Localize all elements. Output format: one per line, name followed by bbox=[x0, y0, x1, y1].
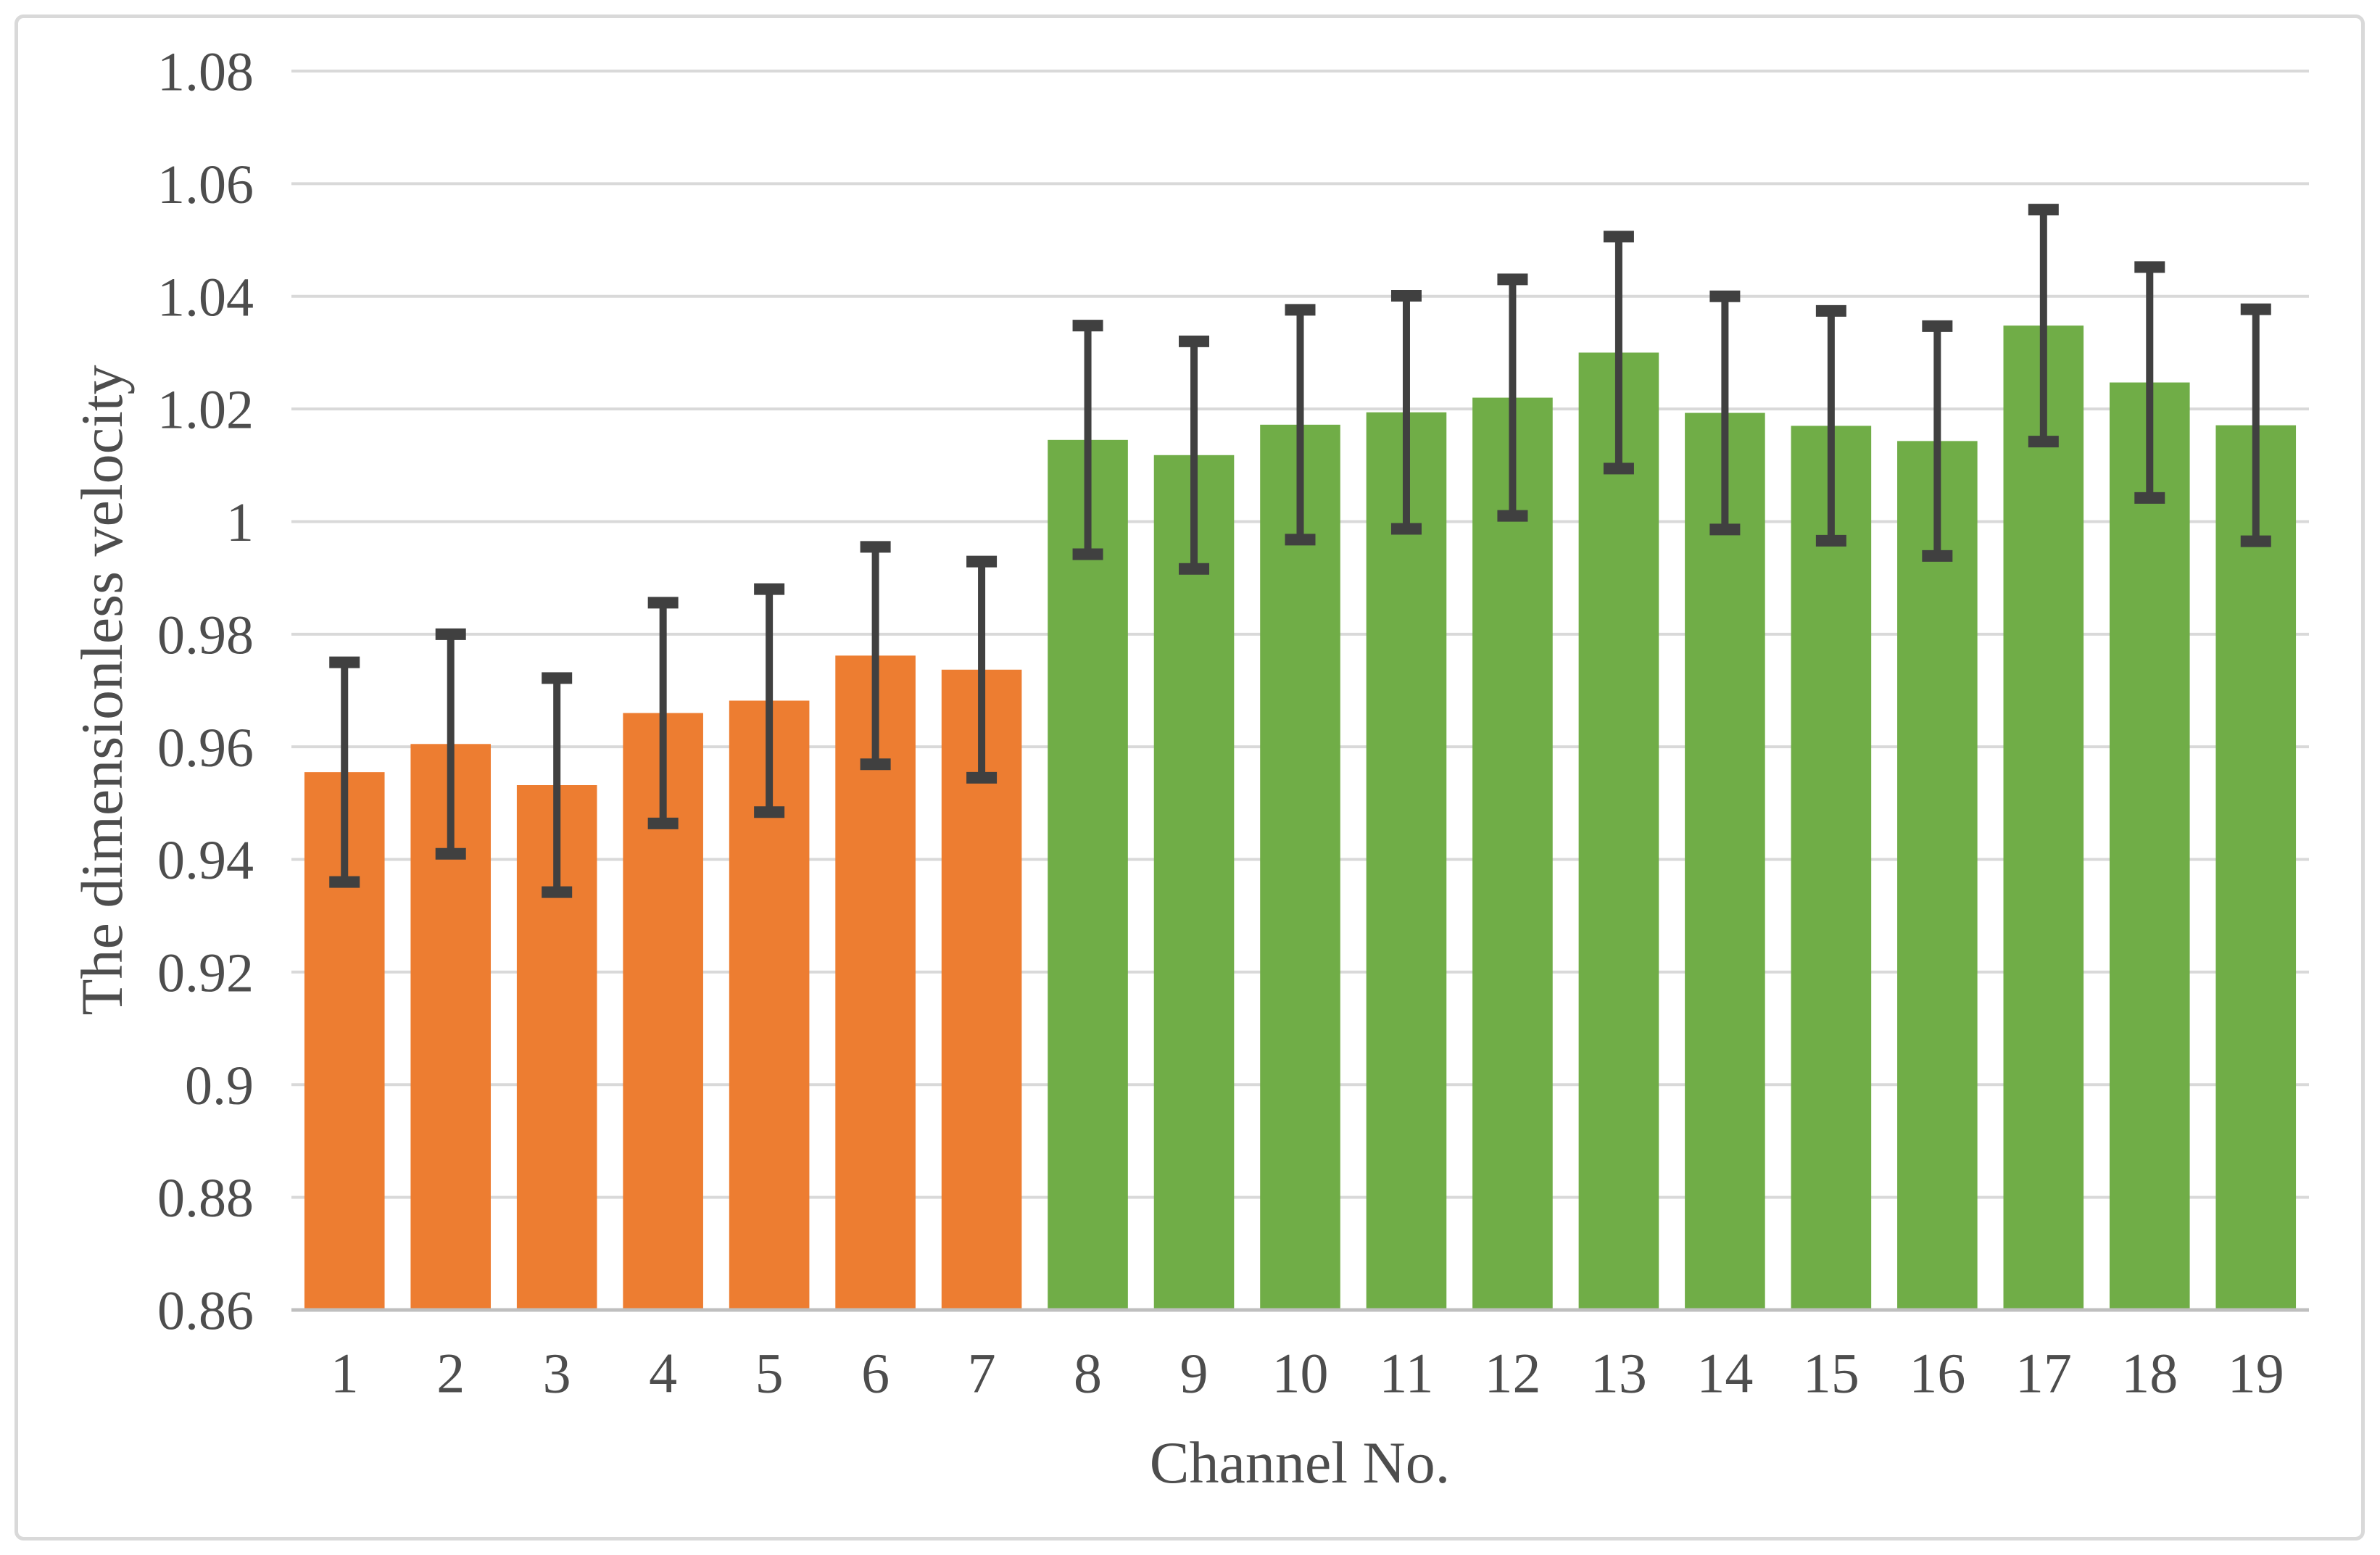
x-category-label-13: 13 bbox=[1591, 1341, 1647, 1404]
x-category-label-9: 9 bbox=[1180, 1341, 1208, 1404]
bar-channel-10 bbox=[1260, 424, 1340, 1310]
error-bar-channel-12 bbox=[1497, 273, 1528, 522]
y-axis-title: The dimensionless velocity bbox=[69, 365, 135, 1015]
error-bar-channel-13 bbox=[1603, 231, 1634, 475]
y-tick-labels-layer: 1.08 1.06 1.04 1.02 1 0.98 0.96 0.94 0.92 0.9 0.88… bbox=[157, 42, 254, 1342]
x-category-label-16: 16 bbox=[1909, 1341, 1965, 1404]
x-category-label-4: 4 bbox=[649, 1341, 677, 1404]
x-category-label-2: 2 bbox=[436, 1341, 465, 1404]
x-category-label-7: 7 bbox=[968, 1341, 996, 1404]
error-bar-channel-3 bbox=[542, 672, 573, 898]
bar-channel-12 bbox=[1472, 397, 1553, 1310]
y-tick-label-0.98: 0.98 bbox=[157, 605, 254, 665]
error-bar-channel-16 bbox=[1922, 320, 1953, 562]
x-category-label-14: 14 bbox=[1696, 1341, 1753, 1404]
x-category-label-17: 17 bbox=[2015, 1341, 2072, 1404]
x-category-labels-layer: 1 2 3 4 5 6 7 8 9 10 11 12 13 14 15 16 17 18 19 bbox=[331, 1341, 2284, 1404]
y-tick-label-1.06: 1.06 bbox=[157, 154, 254, 215]
x-category-label-19: 19 bbox=[2228, 1341, 2284, 1404]
x-category-label-1: 1 bbox=[331, 1341, 359, 1404]
error-bar-channel-6 bbox=[860, 541, 891, 771]
x-category-label-15: 15 bbox=[1803, 1341, 1859, 1404]
bar-channel-18 bbox=[2109, 382, 2190, 1310]
error-bar-channel-14 bbox=[1709, 290, 1741, 536]
error-bar-channel-5 bbox=[754, 583, 785, 818]
bar-channel-19 bbox=[2215, 425, 2297, 1310]
bar-channel-17 bbox=[2003, 325, 2084, 1310]
y-tick-label-1: 1 bbox=[226, 492, 254, 553]
y-tick-label-1.02: 1.02 bbox=[157, 380, 254, 441]
x-category-label-5: 5 bbox=[755, 1341, 784, 1404]
bar-channel-13 bbox=[1578, 352, 1659, 1311]
y-tick-label-1.04: 1.04 bbox=[157, 267, 254, 328]
error-bar-channel-17 bbox=[2028, 204, 2059, 448]
bar-channel-14 bbox=[1685, 412, 1765, 1311]
error-bar-channel-8 bbox=[1072, 320, 1103, 560]
error-bar-channel-18 bbox=[2134, 261, 2165, 504]
error-bar-channel-9 bbox=[1179, 335, 1210, 575]
bar-channel-8 bbox=[1048, 439, 1128, 1310]
x-category-label-18: 18 bbox=[2121, 1341, 2178, 1404]
error-bar-channel-19 bbox=[2240, 303, 2271, 547]
y-tick-label-0.96: 0.96 bbox=[157, 718, 254, 779]
bars-layer bbox=[304, 325, 2297, 1311]
y-tick-label-1.08: 1.08 bbox=[157, 42, 254, 103]
y-tick-label-0.92: 0.92 bbox=[157, 943, 254, 1004]
y-tick-label-0.94: 0.94 bbox=[157, 830, 254, 891]
y-tick-label-0.9: 0.9 bbox=[185, 1056, 254, 1116]
bar-channel-15 bbox=[1791, 426, 1872, 1310]
x-category-label-11: 11 bbox=[1379, 1341, 1433, 1404]
error-bars-layer bbox=[329, 204, 2271, 898]
y-tick-label-0.86: 0.86 bbox=[157, 1281, 254, 1342]
x-category-label-6: 6 bbox=[861, 1341, 890, 1404]
y-tick-label-0.88: 0.88 bbox=[157, 1168, 254, 1229]
error-bar-channel-4 bbox=[647, 597, 679, 829]
error-bar-channel-2 bbox=[435, 628, 466, 860]
x-category-label-12: 12 bbox=[1484, 1341, 1541, 1404]
error-bar-channel-1 bbox=[329, 656, 360, 888]
error-bar-channel-15 bbox=[1815, 304, 1846, 547]
x-axis-title: Channel No. bbox=[1150, 1430, 1450, 1496]
bar-channel-9 bbox=[1153, 455, 1235, 1310]
x-category-label-8: 8 bbox=[1074, 1341, 1102, 1404]
x-category-label-10: 10 bbox=[1272, 1341, 1329, 1404]
x-category-label-3: 3 bbox=[543, 1341, 571, 1404]
error-bar-channel-10 bbox=[1285, 304, 1316, 546]
bar-channel-11 bbox=[1366, 412, 1447, 1310]
error-bar-channel-11 bbox=[1390, 289, 1422, 535]
bar-channel-16 bbox=[1897, 441, 1978, 1310]
error-bar-channel-7 bbox=[966, 555, 998, 784]
